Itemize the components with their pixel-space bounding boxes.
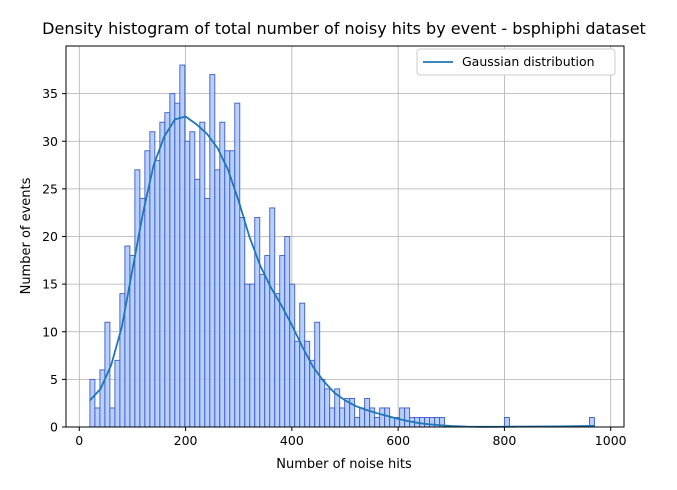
histogram-bar <box>89 378 96 428</box>
histogram-bar <box>184 140 191 428</box>
histogram-bar <box>154 159 161 428</box>
x-tick-label: 0 <box>75 433 83 448</box>
histogram-bar <box>389 417 396 428</box>
y-tick-label: 35 <box>42 86 58 101</box>
histogram-bar <box>159 121 166 428</box>
histogram-bar <box>169 93 176 428</box>
histogram-bar <box>503 417 510 428</box>
x-tick-label: 600 <box>386 433 410 448</box>
histogram-bar <box>139 197 146 428</box>
x-tick-label: 400 <box>280 433 304 448</box>
histogram-bar <box>189 131 196 428</box>
histogram-bar <box>94 407 101 428</box>
histogram-bar <box>239 216 246 428</box>
histogram-bar <box>289 283 296 428</box>
y-axis: 0 5 10 15 20 25 30 35 <box>42 86 66 435</box>
histogram-bar <box>299 302 306 428</box>
histogram-bar <box>229 150 236 428</box>
histogram-bar <box>199 121 206 428</box>
y-tick-label: 0 <box>50 420 58 435</box>
histogram-bar <box>114 359 121 428</box>
histogram-bar <box>424 417 431 428</box>
histogram-bar <box>419 417 426 428</box>
histogram-bar <box>124 245 131 428</box>
histogram-bar <box>279 255 286 428</box>
histogram-bar <box>234 102 241 428</box>
histogram-bar <box>274 293 281 428</box>
histogram-bar <box>284 236 291 428</box>
y-tick-label: 5 <box>50 372 58 387</box>
x-tick-label: 800 <box>492 433 516 448</box>
legend: Gaussian distribution <box>416 48 616 76</box>
gaussian-curve-layer <box>89 115 595 428</box>
histogram-bar <box>364 397 371 428</box>
histogram-bar <box>329 407 336 428</box>
histogram-bar <box>269 207 276 428</box>
histogram-bar <box>204 197 211 428</box>
y-tick-label: 10 <box>42 324 58 339</box>
histogram-bar <box>379 407 386 428</box>
x-axis: 0 200 400 600 800 1000 <box>75 427 627 448</box>
histogram-bar <box>384 407 391 428</box>
histogram-bar <box>179 64 186 428</box>
histogram-bar <box>399 407 406 428</box>
y-tick-label: 15 <box>42 277 58 292</box>
histogram-bar <box>254 216 261 428</box>
histogram-bar <box>319 378 326 428</box>
histogram-bar <box>309 359 316 428</box>
histogram-bar <box>404 407 411 428</box>
histogram-bar <box>294 340 301 428</box>
histogram-bar <box>259 274 266 428</box>
legend-label: Gaussian distribution <box>462 54 595 69</box>
histogram-bar <box>164 112 171 428</box>
histogram-bar <box>109 407 116 428</box>
histogram-bar <box>214 169 221 428</box>
histogram-bar <box>339 407 346 428</box>
histogram-bar <box>174 102 181 428</box>
chart-title: Density histogram of total number of noi… <box>42 19 646 38</box>
y-tick-label: 25 <box>42 181 58 196</box>
histogram-bar <box>244 283 251 428</box>
histogram-bar <box>209 74 216 428</box>
y-axis-label: Number of events <box>19 177 34 294</box>
histogram-bar <box>354 417 361 428</box>
legend-box <box>416 48 616 76</box>
x-tick-label: 1000 <box>595 433 627 448</box>
histogram-bar <box>249 283 256 428</box>
histogram-bar <box>134 169 141 428</box>
histogram-bar <box>224 150 231 428</box>
histogram-bars <box>89 64 595 428</box>
x-axis-label: Number of noise hits <box>276 457 412 472</box>
histogram-bar <box>99 369 106 428</box>
histogram-bar <box>374 417 381 428</box>
y-tick-label: 30 <box>42 134 58 149</box>
histogram-bar <box>219 121 226 428</box>
y-tick-label: 20 <box>42 229 58 244</box>
histogram-bar <box>324 388 331 428</box>
x-tick-label: 200 <box>174 433 198 448</box>
gaussian-curve <box>89 115 595 428</box>
histogram-bar <box>359 407 366 428</box>
histogram-bar <box>194 178 201 428</box>
